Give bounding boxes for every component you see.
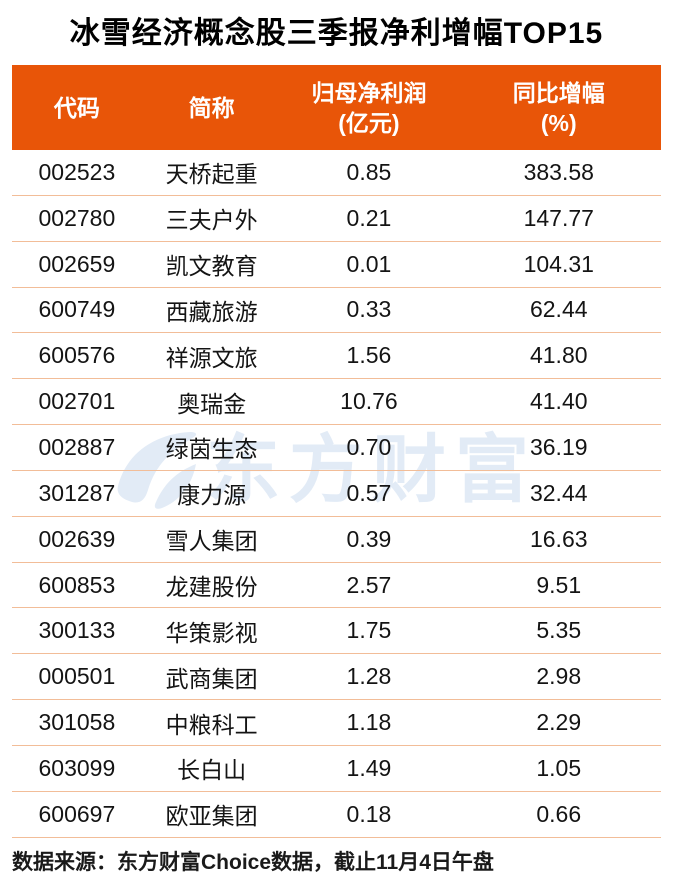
column-header-label: 归母净利润 [311,79,427,106]
column-header-code: 代码 [12,93,142,123]
column-header-unit: (%) [540,109,577,136]
cell-growth: 383.58 [523,158,594,185]
cell-name: 欧亚集团 [165,803,258,830]
cell-code: 002887 [38,433,116,460]
cell-name: 康力源 [177,482,247,509]
cell-name: 三夫户外 [165,207,258,234]
cell-growth: 36.19 [529,433,588,460]
data-source-note: 数据来源：东方财富Choice数据，截止11月4日午盘 [12,850,494,874]
cell-growth: 62.44 [529,296,588,323]
column-header-name: 简称 [142,93,282,123]
cell-name: 武商集团 [165,665,258,692]
cell-name: 华策影视 [165,619,258,646]
cell-profit: 1.56 [346,342,392,369]
cell-growth: 2.29 [536,709,582,736]
cell-profit: 1.75 [346,617,392,644]
cell-name: 凯文教育 [165,253,258,280]
cell-code: 002780 [38,204,116,231]
column-header-label: 简称 [188,94,235,121]
cell-growth: 41.80 [529,342,588,369]
cell-growth: 147.77 [523,204,594,231]
cell-profit: 10.76 [340,388,398,415]
cell-code: 002701 [38,388,116,415]
cell-profit: 1.18 [346,709,392,736]
cell-code: 603099 [38,754,116,781]
cell-profit: 1.49 [346,754,392,781]
cell-profit: 2.57 [346,571,392,598]
table-row: 002659 凯文教育 0.01 104.31 [12,242,661,288]
table-row: 600853 龙建股份 2.57 9.51 [12,563,661,609]
table-row: 301287 康力源 0.57 32.44 [12,471,661,517]
cell-code: 000501 [38,663,116,690]
table-row: 002780 三夫户外 0.21 147.77 [12,196,661,242]
cell-name: 奥瑞金 [177,390,247,417]
cell-code: 002639 [38,525,116,552]
cell-profit: 0.01 [346,250,392,277]
cell-code: 600576 [38,342,116,369]
table-row: 002523 天桥起重 0.85 383.58 [12,150,661,196]
cell-growth: 16.63 [529,525,588,552]
table-row: 600749 西藏旅游 0.33 62.44 [12,288,661,334]
cell-code: 300133 [38,617,116,644]
cell-growth: 41.40 [529,388,588,415]
table-row: 002887 绿茵生态 0.70 36.19 [12,425,661,471]
cell-profit: 0.57 [346,479,392,506]
table-row: 300133 华策影视 1.75 5.35 [12,608,661,655]
cell-name: 长白山 [177,757,247,784]
cell-growth: 5.35 [536,617,582,644]
cell-growth: 2.98 [536,663,582,690]
column-header-unit: (亿元) [338,109,400,136]
cell-growth: 32.44 [529,479,588,506]
cell-code: 301287 [38,479,116,506]
table-row: 600697 欧亚集团 0.18 0.66 [12,792,661,838]
table-body: 002523 天桥起重 0.85 383.58 002780 三夫户外 0.21 147.77… [12,150,661,838]
cell-name: 绿茵生态 [165,436,258,463]
table-header-row: 代码 简称 归母净利润 (亿元) 同比增幅 (%) [12,65,661,150]
cell-name: 西藏旅游 [165,298,258,325]
cell-growth: 9.51 [536,571,582,598]
table-row: 002639 雪人集团 0.39 16.63 [12,517,661,563]
column-header-label: 同比增幅 [512,79,605,106]
stock-table: 代码 简称 归母净利润 (亿元) 同比增幅 (%) 002523 天桥起重 0.85… [12,65,661,838]
cell-profit: 1.28 [346,663,392,690]
table-row: 301058 中粮科工 1.18 2.29 [12,700,661,746]
cell-code: 002523 [38,158,116,185]
column-header-profit: 归母净利润 (亿元) [281,78,456,138]
table-row: 002701 奥瑞金 10.76 41.40 [12,379,661,426]
cell-growth: 104.31 [523,250,594,277]
cell-code: 002659 [38,250,116,277]
table-row: 600576 祥源文旅 1.56 41.80 [12,333,661,380]
cell-profit: 0.70 [346,433,392,460]
cell-name: 祥源文旅 [165,344,258,371]
cell-name: 天桥起重 [165,161,258,188]
cell-growth: 1.05 [536,754,582,781]
cell-growth: 0.66 [536,800,582,827]
cell-code: 600749 [38,296,116,323]
column-header-growth: 同比增幅 (%) [457,78,661,138]
cell-profit: 0.21 [346,204,392,231]
cell-profit: 0.39 [346,525,392,552]
cell-name: 雪人集团 [165,528,258,555]
cell-code: 600697 [38,800,116,827]
table-row: 000501 武商集团 1.28 2.98 [12,654,661,701]
cell-code: 600853 [38,571,116,598]
page-title: 冰雪经济概念股三季报净利增幅TOP15 [69,17,604,50]
column-header-label: 代码 [53,94,100,121]
cell-name: 龙建股份 [165,574,258,601]
cell-profit: 0.18 [346,800,392,827]
cell-code: 301058 [38,709,116,736]
table-row: 603099 长白山 1.49 1.05 [12,746,661,792]
cell-profit: 0.33 [346,296,392,323]
cell-name: 中粮科工 [165,711,258,738]
cell-profit: 0.85 [346,158,392,185]
